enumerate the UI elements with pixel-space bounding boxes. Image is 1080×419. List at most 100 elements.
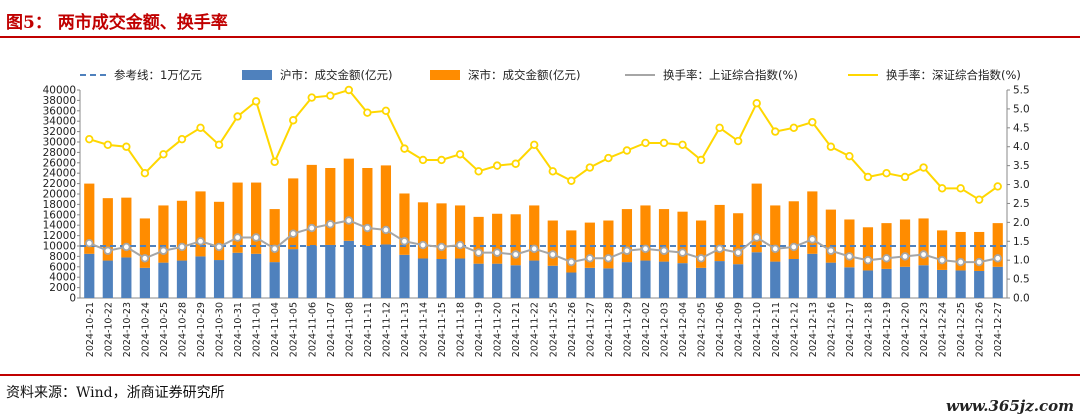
bar-sh <box>380 244 392 298</box>
sh-turnover-point <box>604 254 613 263</box>
bar-sz <box>751 183 762 253</box>
bar-sz <box>658 209 670 262</box>
sz-turnover-point <box>103 140 113 150</box>
y-tick-label: 18000 <box>43 199 76 211</box>
sh-turnover-point <box>103 246 113 255</box>
y-tick-label: 20000 <box>43 189 76 201</box>
bar-sz <box>733 213 744 265</box>
y-tick-label: 28000 <box>43 147 76 159</box>
bar-sz <box>918 218 929 266</box>
legend-item: 参考线：1万亿元 <box>80 68 202 82</box>
sz-turnover-point <box>678 140 687 150</box>
sz-turnover-point <box>752 99 761 108</box>
sh-turnover-point <box>771 244 780 254</box>
legend-label: 深市：成交金额(亿元) <box>468 68 580 82</box>
y2-tick-label: 3.5 <box>1013 160 1030 172</box>
sz-turnover-point <box>863 172 873 182</box>
x-tick-label: 2024-12-19 <box>882 302 893 357</box>
legend-item: 深市：成交金额(亿元) <box>430 68 580 82</box>
sh-turnover-point <box>344 216 354 225</box>
bar-sz <box>288 178 299 250</box>
x-tick-label: 2024-12-09 <box>734 302 745 357</box>
bar-sh <box>733 264 744 298</box>
bar-sz <box>899 219 911 267</box>
legend-item: 沪市：成交金额(亿元) <box>242 68 392 82</box>
bar-sh <box>232 252 243 298</box>
sh-turnover-point <box>974 257 984 267</box>
sz-turnover-point <box>956 184 965 193</box>
bar-sz <box>473 216 484 264</box>
bar-sh <box>695 267 707 298</box>
sh-turnover-point <box>492 248 502 257</box>
x-tick-label: 2024-11-28 <box>604 302 615 357</box>
sz-turnover-point <box>177 134 187 144</box>
bar-sh <box>343 240 354 298</box>
x-tick-label: 2024-10-24 <box>140 302 151 357</box>
bar-sh <box>121 257 132 298</box>
sz-turnover-point <box>733 136 743 146</box>
bar-sh <box>213 260 225 298</box>
x-tick-label: 2024-11-12 <box>381 302 392 357</box>
sh-turnover-point <box>326 220 335 229</box>
x-tick-label: 2024-11-04 <box>270 302 281 357</box>
y2-tick-label: 5.0 <box>1013 103 1030 115</box>
bar-sh <box>510 265 521 298</box>
sh-turnover-point <box>715 244 724 254</box>
sz-turnover-point <box>270 157 279 167</box>
x-tick-label: 2024-12-25 <box>956 302 967 357</box>
sz-turnover-point <box>789 123 798 133</box>
x-tick-label: 2024-11-06 <box>307 302 318 357</box>
x-tick-label: 2024-11-25 <box>548 302 559 357</box>
bar-sz <box>584 222 595 268</box>
sz-turnover-point <box>511 159 520 168</box>
sz-turnover-point <box>140 168 150 178</box>
y2-tick-label: 4.5 <box>1013 122 1030 134</box>
y-tick-label: 40000 <box>43 85 76 97</box>
sh-turnover-point <box>270 244 279 254</box>
sh-turnover-point <box>845 252 854 261</box>
sz-turnover-point <box>437 155 446 165</box>
bar-sh <box>529 260 540 298</box>
bar-sh <box>640 260 651 298</box>
sz-turnover-point <box>548 167 557 176</box>
bottom-divider <box>0 374 1080 376</box>
sz-turnover-point <box>696 155 706 165</box>
x-tick-label: 2024-12-27 <box>993 302 1004 357</box>
bar-sh <box>770 261 781 298</box>
sz-turnover-point <box>919 163 928 172</box>
y-tick-label: 32000 <box>43 126 76 138</box>
x-tick-label: 2024-11-21 <box>511 302 522 357</box>
bar-sh <box>899 266 911 298</box>
bar-series <box>84 158 1003 298</box>
x-tick-label: 2024-10-29 <box>196 302 207 357</box>
y-tick-label: 6000 <box>49 261 76 273</box>
sz-turnover-point <box>214 140 224 150</box>
x-tick-label: 2024-11-14 <box>418 302 429 357</box>
bar-sz <box>955 231 966 271</box>
y-tick-label: 16000 <box>43 209 76 221</box>
x-tick-label: 2024-11-15 <box>437 302 448 357</box>
bar-sh <box>139 267 150 298</box>
bar-sz <box>454 205 466 259</box>
sz-turnover-point <box>492 161 502 170</box>
x-tick-label: 2024-12-18 <box>863 302 874 357</box>
bar-sz <box>139 218 150 268</box>
sz-turnover-point <box>567 176 576 185</box>
x-tick-label: 2024-12-03 <box>660 302 671 357</box>
sh-turnover-point <box>437 242 446 252</box>
sz-turnover-point <box>307 93 316 102</box>
sh-turnover-point <box>752 233 761 242</box>
sz-turnover-point <box>845 151 854 161</box>
x-tick-labels: 2024-10-21 2024-10-22 2024-10-23 2024-10-24… <box>85 302 1004 357</box>
legend-swatch-sz <box>430 70 460 80</box>
sh-turnover-point <box>733 248 743 257</box>
bar-sh <box>251 253 262 298</box>
legend-label: 换手率：深证综合指数(%) <box>886 68 1021 82</box>
line-series <box>85 85 1002 267</box>
x-tick-label: 2024-11-27 <box>585 302 596 357</box>
sh-turnover-point <box>863 255 873 265</box>
bar-sh <box>881 268 892 298</box>
x-tick-label: 2024-12-23 <box>919 302 930 357</box>
y-tick-label: 34000 <box>43 116 76 128</box>
sz-turnover-point <box>715 123 724 133</box>
